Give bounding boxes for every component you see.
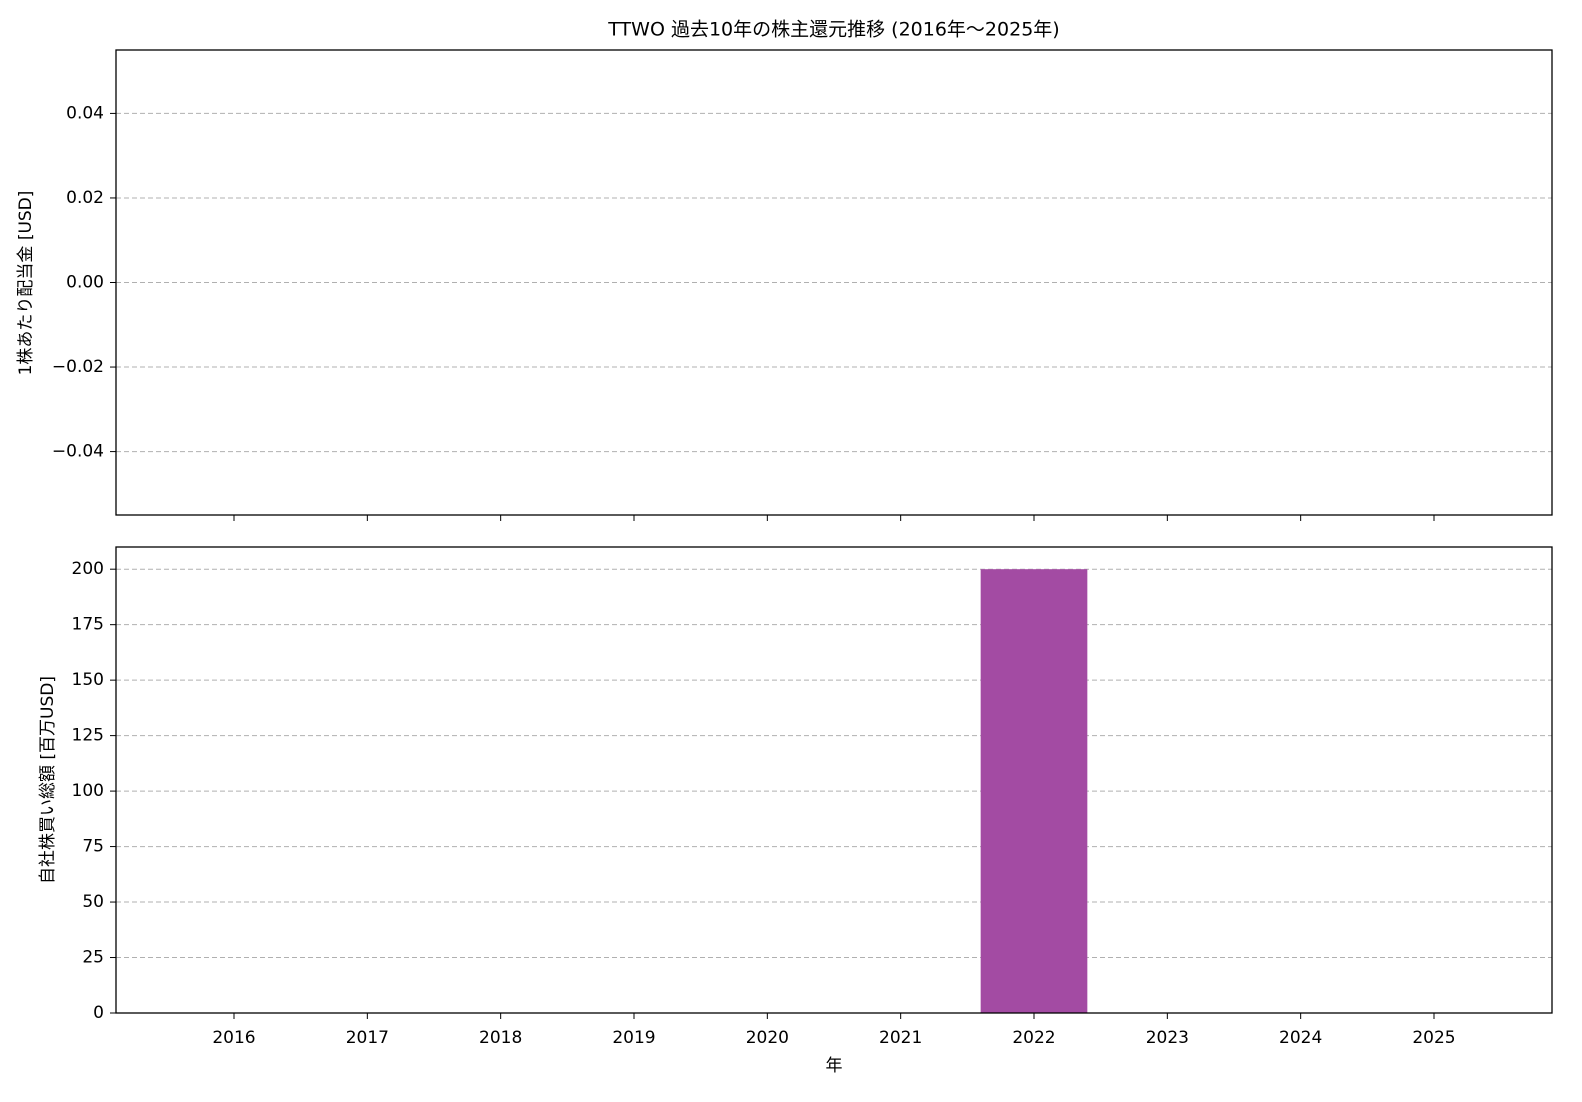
x-axis-label: 年 (826, 1056, 843, 1076)
x-tick-label: 2020 (746, 1028, 789, 1048)
y-tick-label: −0.02 (52, 357, 104, 377)
bar (980, 569, 1088, 1013)
x-tick-label: 2019 (612, 1028, 655, 1048)
y-tick-label: 150 (72, 670, 104, 690)
y-tick-label: 25 (82, 948, 104, 968)
y-tick-label: 0 (93, 1003, 104, 1023)
x-tick-label: 2017 (346, 1028, 389, 1048)
x-tick-label: 2016 (212, 1028, 255, 1048)
y-tick-label: 200 (72, 559, 104, 579)
y-axis-label: 1株あたり配当金 [USD] (16, 191, 36, 376)
plot-frame (115, 49, 1553, 516)
x-tick-label: 2024 (1279, 1028, 1322, 1048)
y-tick-label: 125 (72, 726, 104, 746)
x-tick-label: 2021 (879, 1028, 922, 1048)
plot-frame (115, 546, 1553, 1014)
x-tick-label: 2025 (1412, 1028, 1455, 1048)
y-axis-label: 自社株買い総額 [百万USD] (38, 676, 58, 884)
y-tick-label: 50 (82, 892, 104, 912)
y-tick-label: 175 (72, 615, 104, 635)
x-tick-label: 2018 (479, 1028, 522, 1048)
y-tick-label: 100 (72, 781, 104, 801)
y-tick-label: 0.00 (66, 273, 104, 293)
x-tick-label: 2023 (1146, 1028, 1189, 1048)
chart-title: TTWO 過去10年の株主還元推移 (2016年～2025年) (607, 19, 1059, 41)
y-tick-label: −0.04 (52, 442, 104, 462)
y-tick-label: 0.02 (66, 188, 104, 208)
x-tick-label: 2022 (1012, 1028, 1055, 1048)
y-tick-label: 75 (82, 837, 104, 857)
y-tick-label: 0.04 (66, 103, 104, 123)
